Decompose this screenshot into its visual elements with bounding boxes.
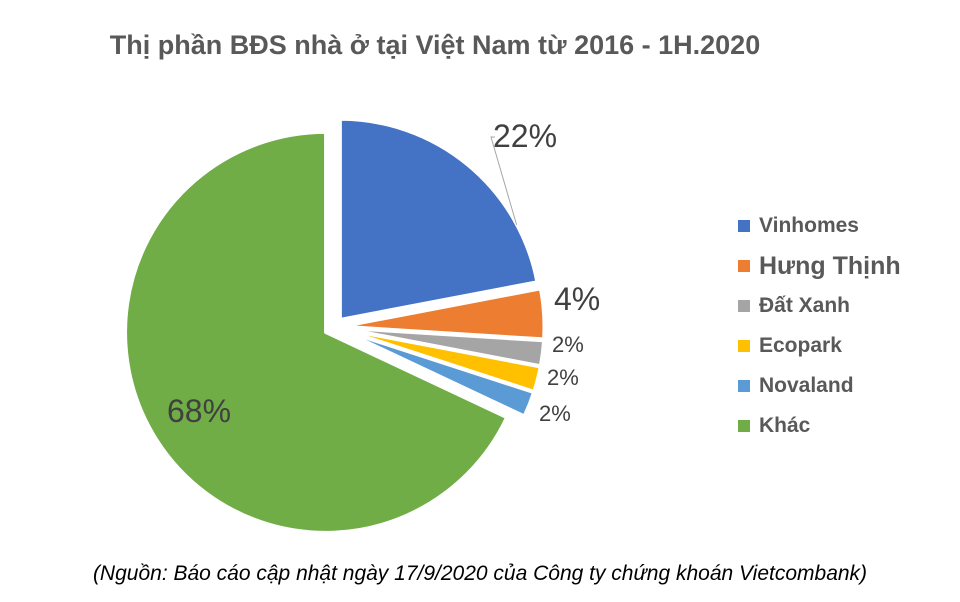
legend-item-vinhomes: Vinhomes bbox=[738, 206, 960, 246]
legend-item-khac: Khác bbox=[738, 406, 960, 446]
data-label-dat-xanh: 2% bbox=[552, 332, 584, 357]
legend-item-ecopark: Ecopark bbox=[738, 326, 960, 366]
chart-title: Thị phần BĐS nhà ở tại Việt Nam từ 2016 … bbox=[109, 30, 761, 60]
legend-item-dat-xanh: Đất Xanh bbox=[738, 286, 960, 326]
data-label-vinhomes: 22% bbox=[493, 118, 557, 154]
legend-item-novaland: Novaland bbox=[738, 366, 960, 406]
slice-vinhomes bbox=[338, 117, 539, 321]
data-label-ecopark: 2% bbox=[547, 365, 579, 390]
legend-label: Ecopark bbox=[759, 334, 842, 357]
pie-chart: 22% 4% 2% 2% 2% 68% bbox=[124, 117, 600, 534]
legend-label: Vinhomes bbox=[759, 214, 859, 237]
slice-hung-thinh bbox=[342, 287, 546, 341]
leader-line-vinhomes bbox=[490, 136, 518, 225]
data-labels: 22% 4% 2% 2% 2% 68% bbox=[167, 118, 600, 429]
legend-swatch-novaland bbox=[738, 380, 750, 392]
legend-label: Novaland bbox=[759, 374, 854, 397]
data-label-novaland: 2% bbox=[539, 401, 571, 426]
legend-swatch-dat-xanh bbox=[738, 300, 750, 312]
data-label-khac: 68% bbox=[167, 393, 231, 429]
pie-slices bbox=[124, 117, 546, 534]
legend-swatch-khac bbox=[738, 420, 750, 432]
leader-lines bbox=[490, 136, 518, 225]
legend-label: Đất Xanh bbox=[759, 294, 851, 317]
legend-label: Khác bbox=[759, 414, 811, 437]
legend: Vinhomes Hưng Thịnh Đất Xanh Ecopark Novalan… bbox=[738, 206, 960, 446]
legend-label: Hưng Thịnh bbox=[759, 251, 901, 280]
data-label-hung-thinh: 4% bbox=[554, 281, 600, 317]
legend-item-hung-thinh: Hưng Thịnh bbox=[738, 246, 960, 286]
legend-swatch-hung-thinh bbox=[738, 260, 750, 272]
legend-swatch-ecopark bbox=[738, 340, 750, 352]
legend-swatch-vinhomes bbox=[738, 220, 750, 232]
source-note: (Nguồn: Báo cáo cập nhật ngày 17/9/2020 … bbox=[92, 562, 868, 585]
slice-khac bbox=[124, 130, 509, 534]
slice-novaland bbox=[341, 329, 536, 418]
